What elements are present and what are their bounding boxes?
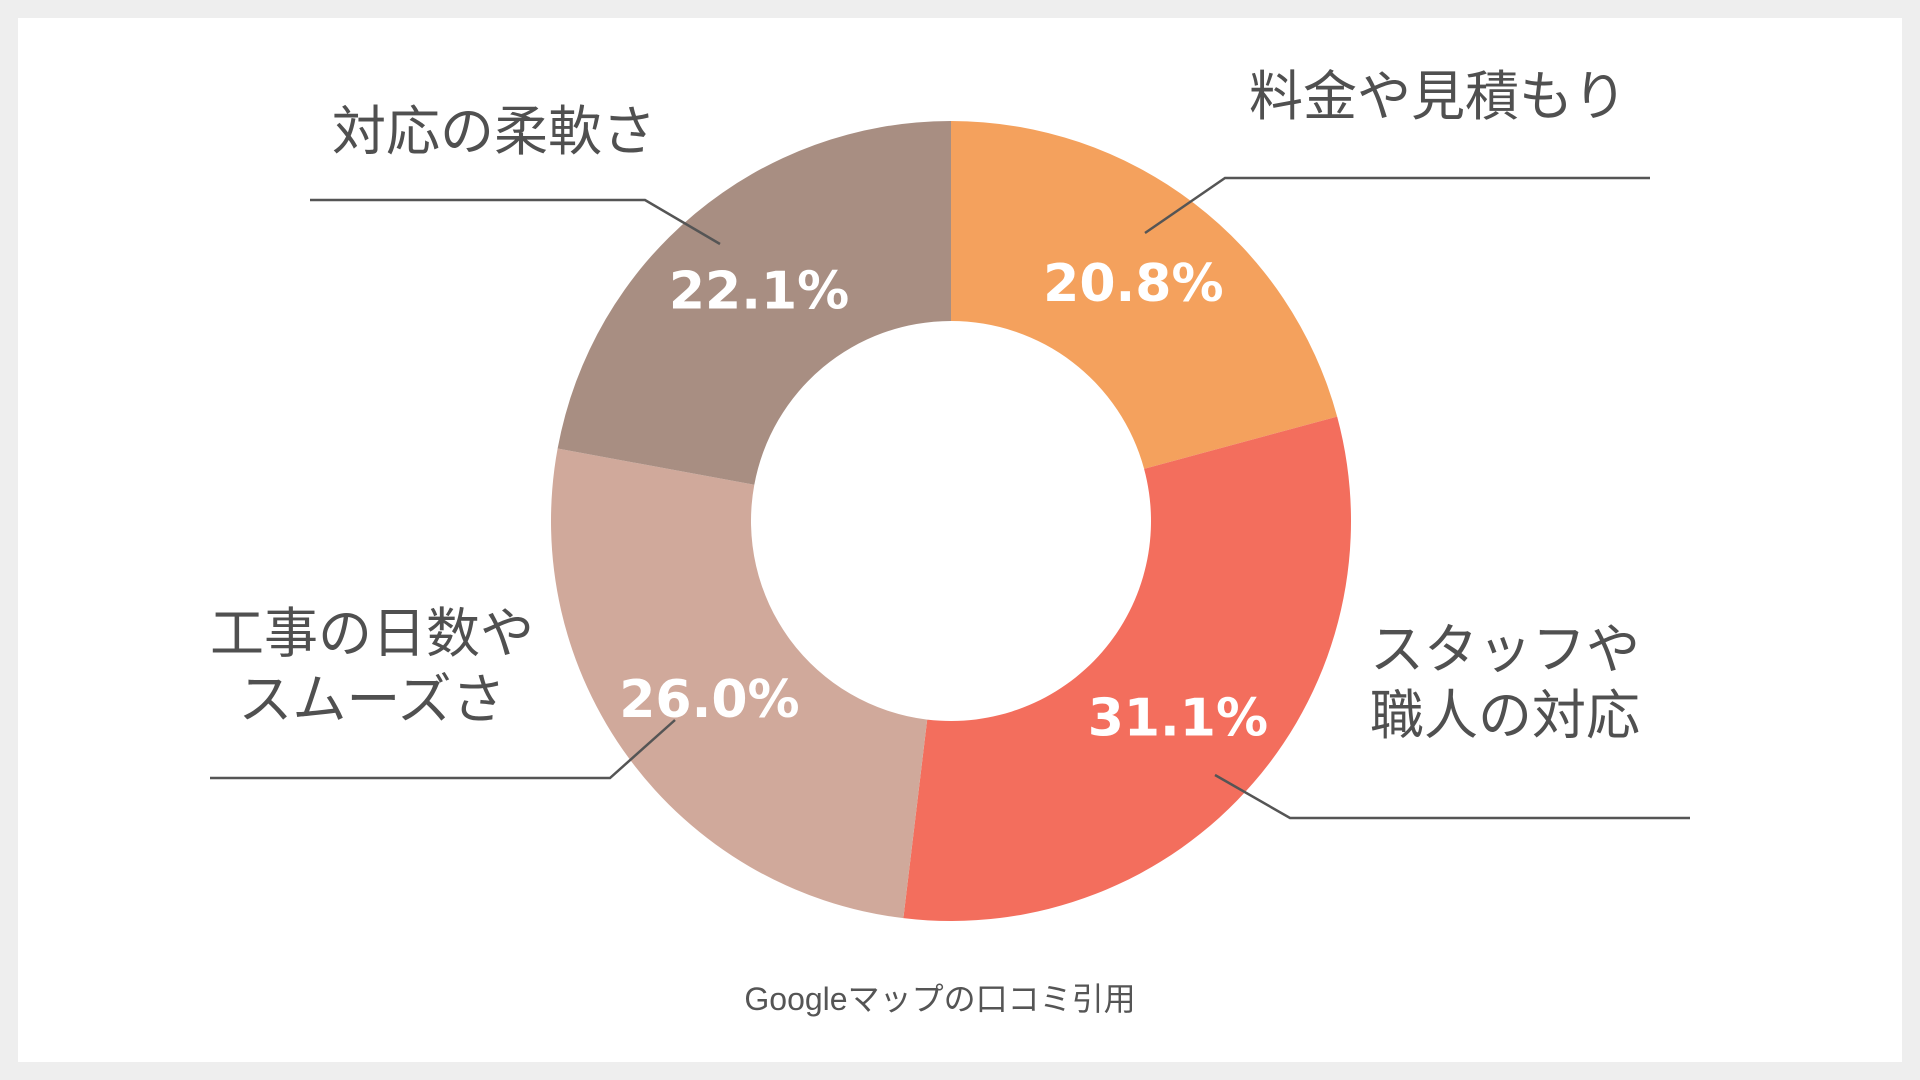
leader-line-3 — [210, 719, 676, 780]
category-label-1: 料金や見積もり — [1249, 65, 1627, 128]
value-label-3: 26.0% — [619, 670, 799, 730]
slice-2 — [903, 416, 1352, 921]
slice-3 — [550, 448, 928, 919]
leader-line-1 — [1144, 176, 1650, 235]
value-label-1: 20.8% — [1043, 254, 1223, 314]
slice-1 — [951, 121, 1338, 469]
category-label-line: 料金や見積もり — [1249, 65, 1627, 128]
category-label-line: スタッフや — [1370, 618, 1640, 681]
category-label-line: 対応の柔軟さ — [332, 100, 656, 163]
value-label-2: 31.1% — [1088, 688, 1268, 748]
category-label-line: 工事の日数や — [210, 602, 534, 665]
value-label-4: 22.1% — [669, 261, 849, 321]
slice-4 — [557, 121, 951, 485]
labels-group: 20.8% 料金や見積もり 31.1% スタッフや職人の対応 26.0% 工事の日数やスム… — [210, 65, 1640, 748]
leader-line-2 — [1214, 773, 1690, 820]
slices-group — [550, 121, 1352, 921]
leader-line-4 — [310, 198, 721, 246]
category-label-line: 職人の対応 — [1370, 684, 1640, 747]
category-label-line: スムーズさ — [238, 668, 505, 731]
category-label-3: 工事の日数やスムーズさ — [210, 602, 534, 731]
leader-lines-group — [210, 176, 1690, 820]
source-note: Googleマップの口コミ引用 — [744, 981, 1135, 1017]
category-label-4: 対応の柔軟さ — [332, 100, 656, 163]
category-label-2: スタッフや職人の対応 — [1370, 618, 1640, 747]
